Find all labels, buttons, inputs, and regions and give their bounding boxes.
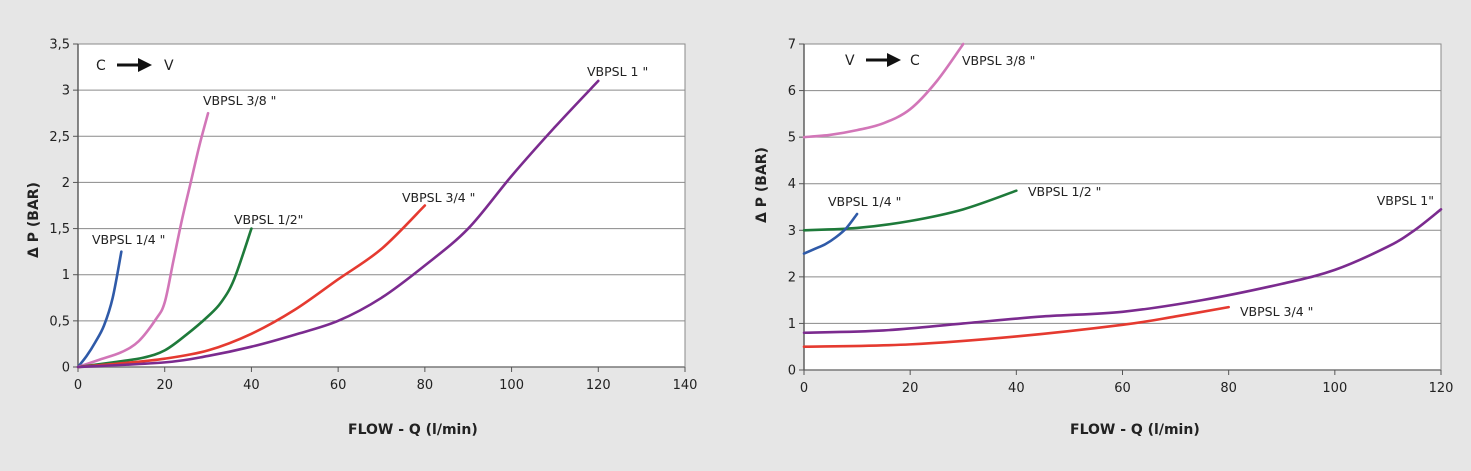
plot-area	[804, 44, 1441, 370]
y-tick-label: 0,5	[49, 314, 70, 329]
y-tick-label: 0	[788, 364, 796, 379]
chart-c-to-v: 0 20 40 60 80 100 120 140 0 0,5 1 1,5 2 2,5 3 3,5 VBPS…	[26, 38, 697, 439]
series-line	[802, 42, 965, 139]
x-tick-label: 80	[417, 378, 434, 393]
x-tick-label: 100	[1322, 381, 1347, 396]
direction-indicator: C V	[96, 58, 174, 74]
x-tick-label: 120	[1429, 381, 1454, 396]
y-tick-label: 0	[62, 361, 70, 376]
series-line	[76, 227, 253, 369]
y-tick-label: 3	[788, 224, 796, 239]
series-label: VBPSL 1/2"	[234, 212, 303, 227]
y-axis-title: Δ P (BAR)	[26, 182, 42, 258]
direction-to: V	[164, 58, 174, 74]
x-tick-label: 60	[1114, 381, 1131, 396]
y-axis-title: Δ P (BAR)	[754, 147, 770, 223]
series-label: VBPSL 1/4 "	[828, 194, 901, 209]
series-line	[76, 111, 210, 369]
arrow-right-icon	[887, 53, 901, 67]
series-label: VBPSL 1/2 "	[1028, 184, 1101, 199]
series-line	[76, 204, 427, 369]
direction-indicator: V C	[845, 53, 920, 69]
x-axis-title: FLOW - Q (l/min)	[1070, 422, 1200, 438]
x-tick-label: 20	[156, 378, 173, 393]
x-axis-title: FLOW - Q (l/min)	[348, 422, 478, 438]
y-tick-label: 2	[62, 176, 70, 191]
direction-to: C	[910, 53, 920, 69]
direction-from: C	[96, 58, 106, 74]
direction-from: V	[845, 53, 855, 69]
x-tick-label: 20	[902, 381, 919, 396]
x-tick-label: 60	[330, 378, 347, 393]
series-line	[802, 189, 1018, 232]
series-label: VBPSL 3/4 "	[402, 190, 475, 205]
series-label: VBPSL 3/8 "	[203, 93, 276, 108]
x-tick-label: 120	[586, 378, 611, 393]
y-tick-label: 6	[788, 84, 796, 99]
y-tick-label: 3,5	[49, 38, 70, 53]
y-tick-label: 1,5	[49, 222, 70, 237]
x-tick-label: 0	[800, 381, 808, 396]
x-tick-label: 0	[74, 378, 82, 393]
y-tick-label: 5	[788, 131, 796, 146]
y-tick-label: 2,5	[49, 130, 70, 145]
plot-area	[78, 44, 685, 367]
series-label: VBPSL 1/4 "	[92, 232, 165, 247]
arrow-right-icon	[138, 58, 152, 72]
y-tick-label: 1	[788, 317, 796, 332]
series-line	[802, 212, 859, 255]
series-label: VBPSL 3/4 "	[1240, 304, 1313, 319]
chart-v-to-c: 0 20 40 60 80 100 120 0 1 2 3 4 5 6 7 VBPSL 3/8 " VBPS…	[754, 38, 1453, 439]
x-tick-label: 100	[499, 378, 524, 393]
x-tick-label: 140	[673, 378, 698, 393]
x-tick-label: 40	[243, 378, 260, 393]
y-tick-label: 1	[62, 268, 70, 283]
series-label: VBPSL 3/8 "	[962, 53, 1035, 68]
y-tick-label: 4	[788, 177, 796, 192]
y-tick-label: 3	[62, 84, 70, 99]
x-tick-label: 40	[1008, 381, 1025, 396]
y-tick-label: 7	[788, 38, 796, 53]
series-line	[76, 79, 600, 369]
y-tick-label: 2	[788, 270, 796, 285]
series-line	[76, 250, 123, 369]
series-label: VBPSL 1 "	[587, 64, 648, 79]
series-label: VBPSL 1"	[1377, 193, 1434, 208]
series-line	[802, 305, 1230, 349]
x-tick-label: 80	[1220, 381, 1237, 396]
series-line	[802, 208, 1443, 335]
